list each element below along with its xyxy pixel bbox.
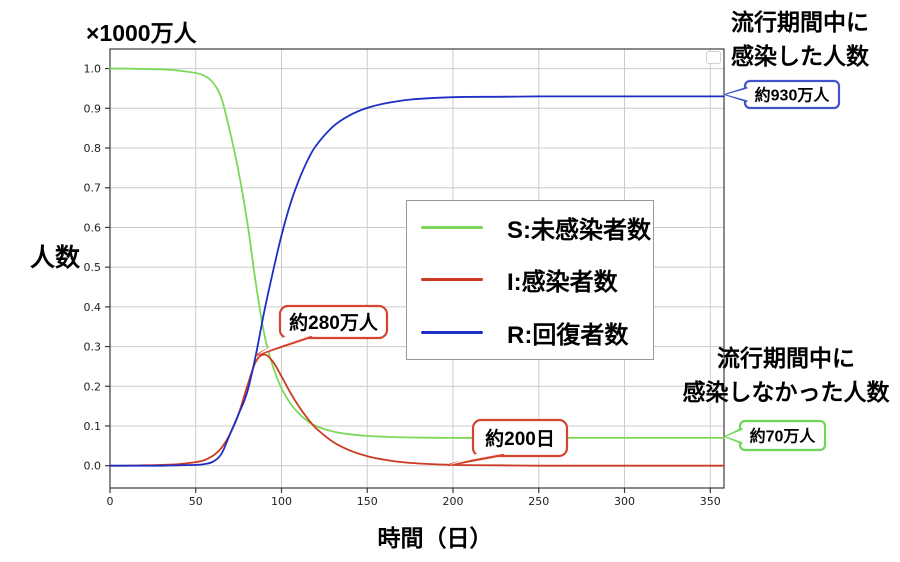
annotation-infected-total-line1: 流行期間中に [731, 9, 869, 35]
legend-item-label: I:感染者数 [507, 269, 618, 297]
y-tick-label: 0.6 [84, 221, 102, 234]
y-tick-label: 0.4 [84, 301, 102, 314]
y-tick-label: 0.0 [84, 460, 102, 473]
legend-item-label: S:未感染者数 [507, 216, 651, 244]
plot-border [109, 48, 725, 489]
callout-infected-total: 約930万人 [724, 79, 841, 110]
callout-never-infected: 約70万人 [724, 419, 827, 452]
x-axis-title: 時間（日） [377, 525, 493, 551]
legend-item-R: R:回復者数 [407, 315, 653, 350]
annotation-infected-total-line2: 感染した人数 [731, 43, 869, 69]
legend-box: S:未感染者数 I:感染者数 R:回復者数 [406, 200, 654, 360]
y-tick-label: 1.0 [84, 63, 102, 76]
callout-peak-infected-label: 約280万人 [289, 311, 379, 334]
y-tick-label: 0.8 [84, 142, 102, 155]
x-tick-label: 150 [357, 495, 378, 508]
y-tick-label: 0.5 [84, 261, 102, 274]
y-tick-label: 0.2 [84, 380, 102, 393]
x-tick-label: 0 [107, 495, 114, 508]
annotation-never-infected-line2: 感染しなかった人数 [682, 379, 890, 405]
legend-line-sample-R [421, 331, 483, 335]
y-tick-label: 0.9 [84, 102, 102, 115]
callout-epidemic-end: 約200日 [447, 418, 569, 467]
legend-line-sample-S [421, 225, 483, 229]
series-line-R [109, 95, 725, 467]
y-tick-label: 0.1 [84, 420, 102, 433]
callout-epidemic-end-label: 約200日 [485, 427, 555, 450]
annotation-never-infected-line1: 流行期間中に [717, 345, 855, 371]
legend-item-S: S:未感染者数 [407, 210, 653, 245]
y-tick-label: 0.3 [84, 341, 102, 354]
y-axis-scale-label: ×1000万人 [86, 20, 197, 46]
x-tick-label: 200 [443, 495, 464, 508]
callout-never-infected-label: 約70万人 [750, 426, 817, 445]
series-line-I [109, 353, 725, 467]
corner-expand-icon[interactable] [706, 51, 721, 64]
x-tick-label: 350 [700, 495, 721, 508]
legend-item-label: R:回復者数 [507, 322, 629, 350]
x-tick-label: 300 [614, 495, 635, 508]
callout-peak-infected: 約280万人 [255, 304, 389, 357]
legend-line-sample-I [421, 278, 483, 282]
annotation-never-infected: 流行期間中に 感染しなかった人数 [668, 341, 900, 409]
callout-infected-total-label: 約930万人 [755, 85, 831, 104]
legend-item-I: I:感染者数 [407, 262, 653, 297]
x-tick-label: 50 [189, 495, 203, 508]
x-tick-label: 250 [528, 495, 549, 508]
annotation-infected-total: 流行期間中に 感染した人数 [700, 5, 900, 73]
y-axis-title: 人数 [30, 244, 81, 272]
x-tick-label: 100 [271, 495, 292, 508]
y-tick-label: 0.7 [84, 182, 102, 195]
